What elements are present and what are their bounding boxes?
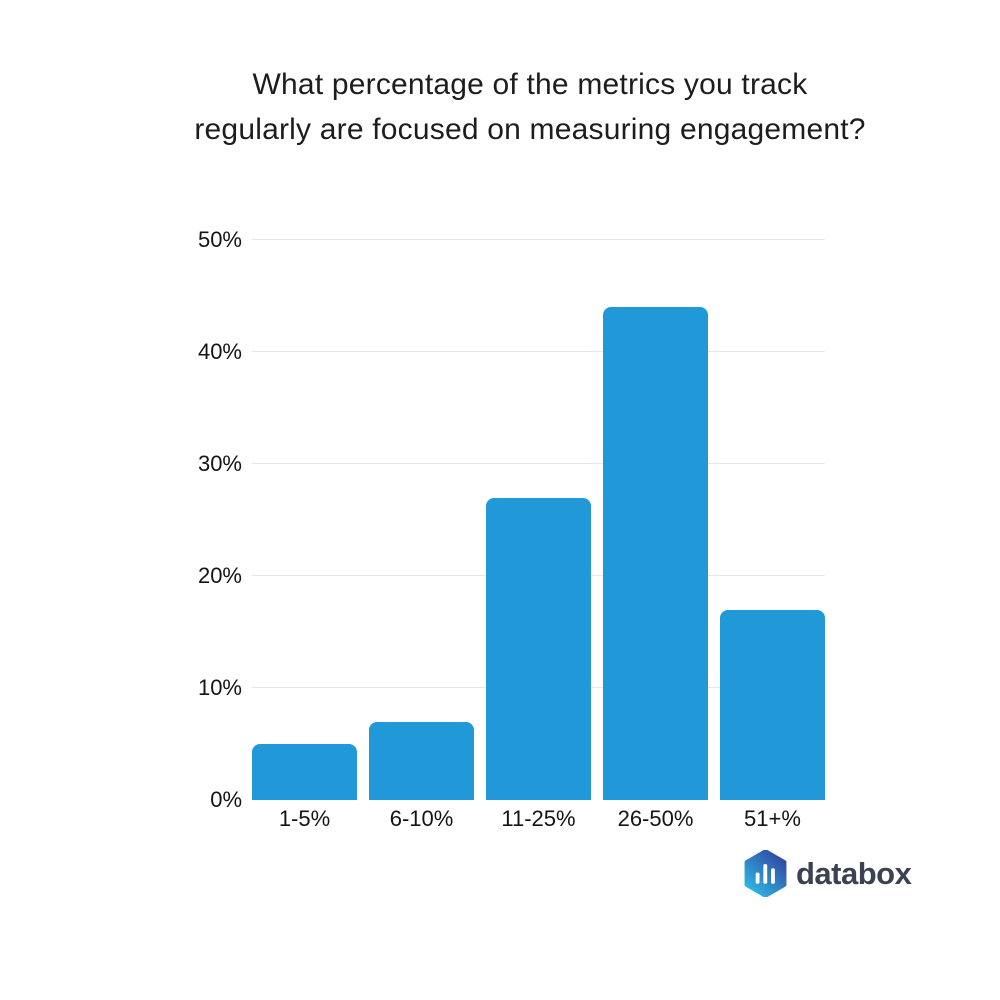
y-tick-label-50%: 50%: [197, 227, 242, 252]
x-tick-label-51+%: 51+%: [744, 806, 801, 831]
databox-hexagon-bars-icon: [744, 850, 787, 897]
gridline-40%: [252, 351, 825, 352]
y-tick-label-20%: 20%: [197, 563, 242, 588]
y-axis-labels: 0% 10% 20% 30% 40% 50%: [120, 227, 242, 812]
bar-26-50%: [603, 307, 708, 800]
logo-bar-medium: [771, 868, 775, 884]
y-tick-label-10%: 10%: [197, 675, 242, 700]
x-tick-label-11-25%: 11-25%: [501, 806, 576, 831]
chart-title: What percentage of the metrics you track…: [55, 62, 1000, 152]
databox-logo-text: databox: [796, 856, 912, 891]
x-tick-label-26-50%: 26-50%: [617, 806, 694, 831]
y-tick-label-40%: 40%: [197, 339, 242, 364]
chart-title-line-2: regularly are focused on measuring engag…: [194, 113, 866, 146]
bar-51+%: [720, 609, 825, 800]
x-axis-labels: 1-5% 6-10% 11-25% 26-50% 51+%: [252, 806, 825, 832]
bar-1-5%: [252, 744, 357, 800]
logo-bar-tall: [763, 864, 768, 884]
gridline-50%: [252, 239, 825, 240]
bar-11-25%: [486, 497, 591, 800]
plot-area: [252, 239, 825, 800]
databox-branding: databox: [744, 850, 912, 897]
x-tick-label-1-5%: 1-5%: [278, 806, 331, 831]
bar-6-10%: [369, 721, 474, 800]
y-tick-label-30%: 30%: [197, 451, 242, 476]
y-tick-label-0%: 0%: [210, 787, 242, 812]
gridline-30%: [252, 463, 825, 464]
x-tick-label-6-10%: 6-10%: [389, 806, 454, 831]
logo-bar-small: [755, 872, 760, 884]
bars: [252, 240, 825, 800]
chart-title-line-1: What percentage of the metrics you track: [252, 68, 808, 101]
